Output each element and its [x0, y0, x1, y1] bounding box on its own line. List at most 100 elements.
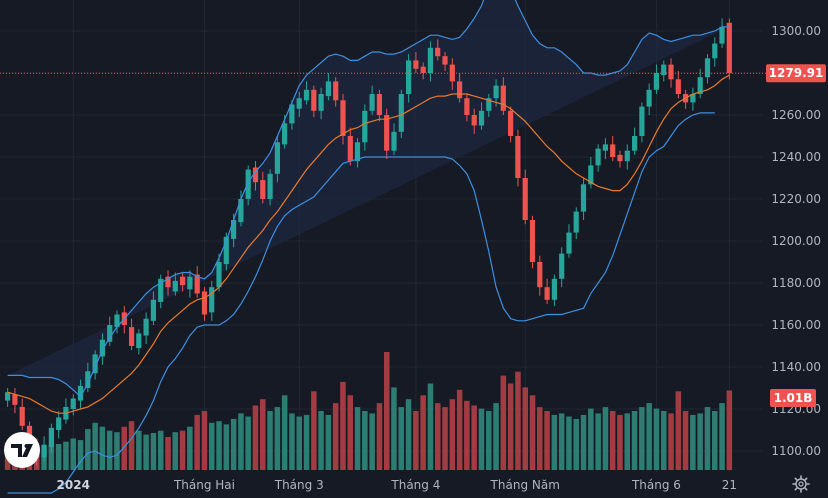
candle: [354, 138, 361, 168]
candle: [77, 379, 84, 409]
time-tick-label: 21: [722, 478, 737, 492]
candle-body: [529, 220, 536, 262]
candle-body: [303, 89, 310, 101]
volume-bar: [362, 411, 368, 470]
candle-body: [296, 98, 302, 109]
candle: [588, 157, 594, 189]
candle-body: [19, 406, 25, 426]
candle-body: [457, 81, 463, 99]
candle: [602, 138, 608, 160]
volume-bar: [500, 375, 507, 470]
volume-bar: [435, 403, 441, 470]
candle: [296, 91, 302, 118]
candle-body: [238, 199, 244, 223]
candle-body: [48, 427, 54, 447]
candle: [347, 127, 353, 166]
candle: [369, 85, 375, 115]
volume-bar: [726, 390, 733, 470]
candle-body: [719, 26, 725, 44]
candle: [267, 169, 273, 206]
candle-body: [413, 60, 419, 69]
price-tick-label: 1180.00: [771, 276, 821, 290]
volume-bar: [347, 395, 353, 470]
candle-body: [712, 43, 718, 59]
candle-body: [209, 287, 215, 313]
candle-body: [231, 220, 237, 239]
candle-body: [340, 100, 346, 136]
candle: [624, 144, 630, 170]
candle: [704, 54, 711, 84]
volume-bar: [661, 411, 667, 470]
volume-bar: [522, 387, 528, 470]
volume-bar: [230, 418, 237, 470]
candle: [566, 224, 572, 258]
volume-bar: [165, 437, 171, 470]
volume-bar: [558, 413, 565, 470]
volume-bar: [544, 411, 550, 470]
candle-body: [493, 85, 499, 99]
candle: [559, 247, 565, 288]
volume-bar: [143, 434, 149, 470]
candle: [376, 89, 382, 122]
tradingview-logo-dot: [24, 444, 29, 448]
volume-bar: [325, 414, 332, 470]
candle: [172, 272, 178, 296]
time-tick-label: Tháng 4: [390, 478, 440, 492]
volume-bar: [252, 405, 259, 470]
last-volume-badge-bg: [770, 389, 816, 407]
candle-body: [252, 167, 259, 183]
candle-body: [129, 327, 135, 346]
candle: [478, 102, 485, 130]
candle-body: [136, 333, 142, 349]
volume-bar: [690, 414, 696, 470]
candle-body: [56, 417, 62, 430]
volume-bar: [369, 413, 375, 470]
candle: [92, 350, 98, 380]
volume-bar: [551, 414, 558, 470]
volume-bar: [332, 403, 339, 470]
candle-body: [632, 136, 638, 151]
bollinger-band-layer: [7, 0, 730, 397]
candle: [48, 423, 54, 454]
candle: [333, 77, 339, 107]
volume-bar: [646, 403, 652, 470]
volume-bar: [99, 426, 106, 470]
volume-bar: [92, 422, 98, 470]
volume-bar: [179, 430, 186, 470]
candle: [435, 39, 441, 61]
candle-body: [143, 318, 149, 336]
candle-body: [704, 58, 711, 78]
tradingview-logo[interactable]: [4, 432, 40, 468]
candle-body: [187, 276, 193, 290]
volume-bar: [398, 407, 404, 470]
candle: [449, 58, 455, 90]
candle: [551, 274, 557, 307]
volume-bar: [719, 403, 725, 470]
candle-body: [333, 81, 339, 101]
candle: [661, 60, 667, 82]
moving-average-line: [7, 74, 730, 414]
candle-body: [77, 385, 84, 401]
volume-bar: [194, 414, 200, 470]
candle-body: [588, 165, 594, 185]
candle: [544, 278, 550, 304]
volume-bar: [420, 395, 426, 470]
candle: [522, 169, 528, 225]
volume-bar: [413, 411, 419, 470]
candle: [420, 62, 426, 80]
volume-bar: [245, 416, 251, 470]
candle-body: [486, 98, 492, 111]
candle-body: [435, 47, 441, 57]
candle: [486, 94, 492, 118]
volume-bar: [318, 411, 324, 470]
candle-body: [85, 371, 91, 388]
volume-bar: [456, 389, 463, 470]
candle-body: [107, 325, 113, 342]
settings-gear-icon[interactable]: [792, 475, 810, 493]
candle: [442, 52, 448, 71]
candle-body: [617, 154, 623, 162]
candle: [726, 18, 732, 80]
candle: [41, 436, 47, 462]
